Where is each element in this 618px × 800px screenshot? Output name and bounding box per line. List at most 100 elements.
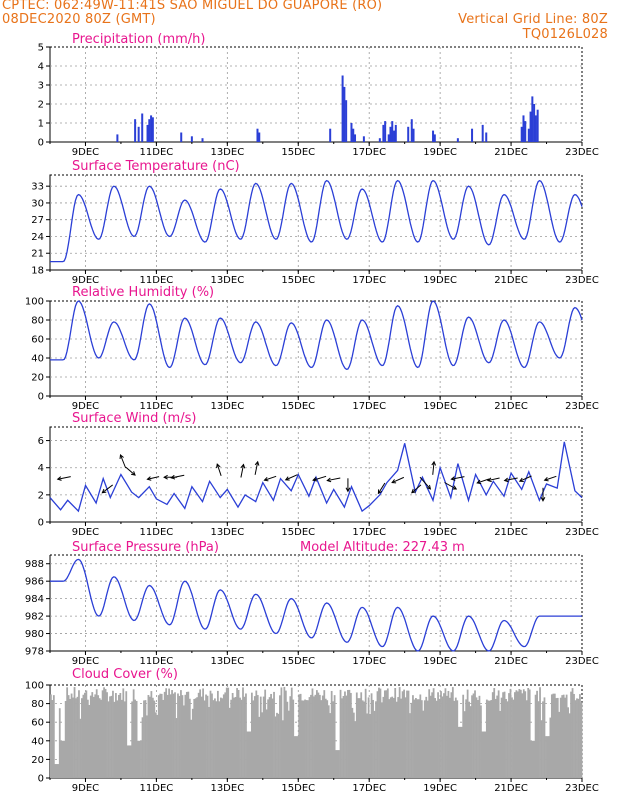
- cloud-bar: [212, 700, 215, 778]
- cloud-bar: [249, 731, 252, 778]
- y-tick-label: 0: [38, 774, 44, 785]
- wind-arrow: [477, 478, 490, 484]
- cloud-bar: [534, 694, 537, 778]
- cloud-bar: [163, 691, 166, 778]
- cloud-bar: [474, 690, 476, 778]
- wind-arrow: [411, 484, 422, 494]
- x-tick-label: 15DEC: [281, 275, 315, 286]
- cloud-bar: [147, 695, 150, 778]
- cloud-bar: [193, 699, 196, 778]
- cloud-bar: [94, 694, 97, 778]
- cloud-bar: [379, 688, 382, 778]
- wind-arrow: [487, 477, 500, 482]
- wind-arrow-head: [119, 454, 124, 460]
- cloud-bar: [262, 696, 265, 778]
- x-tick-label: 21DEC: [494, 401, 528, 412]
- cloud-bar: [301, 700, 303, 778]
- cloud-bar: [117, 694, 120, 778]
- cloud-bar: [256, 695, 259, 778]
- cloud-bar: [57, 764, 60, 778]
- cloud-bar: [441, 696, 444, 778]
- cloud-bar: [459, 726, 462, 778]
- cloud-bar: [400, 698, 403, 778]
- precip-bar: [522, 115, 525, 142]
- x-tick-label: 19DEC: [423, 147, 457, 158]
- cloud-bar: [516, 691, 519, 778]
- cloud-bar: [345, 695, 348, 778]
- panel-frame: [49, 300, 583, 397]
- x-tick-label: 17DEC: [352, 527, 386, 538]
- precip-bar: [471, 128, 474, 142]
- cloud-bar: [283, 686, 286, 778]
- precip-bar: [524, 121, 527, 142]
- wind-arrow-head: [503, 477, 509, 483]
- cloud-bar: [122, 688, 125, 778]
- panel-0: [46, 46, 583, 146]
- x-tick-label: 13DEC: [210, 656, 244, 667]
- cloud-bar: [493, 688, 496, 778]
- y-tick-label: 30: [31, 198, 44, 209]
- cloud-bar: [82, 694, 85, 778]
- cloud-bar: [369, 713, 371, 778]
- precip-bar: [384, 121, 387, 142]
- cloud-bar: [63, 740, 66, 778]
- x-tick-label: 13DEC: [210, 783, 244, 794]
- cloud-bar: [314, 694, 317, 778]
- cloud-bar: [416, 699, 419, 778]
- cloud-bar: [188, 698, 191, 778]
- precip-bar: [201, 138, 204, 142]
- cloud-bar: [571, 688, 574, 778]
- y-tick-label: 20: [31, 373, 44, 384]
- cloud-bar: [573, 693, 575, 778]
- wind-arrow-head: [411, 488, 416, 494]
- wind-arrow-head: [170, 474, 176, 480]
- cloud-bar: [363, 701, 366, 778]
- cloud-bar: [88, 705, 91, 778]
- wind-arrow-head: [131, 471, 136, 476]
- cloud-bar: [364, 688, 367, 778]
- wind-arrow-head: [163, 474, 168, 480]
- precip-bar: [180, 132, 183, 142]
- cloud-bar: [178, 695, 181, 778]
- wind-arrow-head: [312, 477, 318, 482]
- wind-arrow: [264, 475, 277, 481]
- cloud-bar: [512, 699, 515, 778]
- cloud-bar: [397, 697, 400, 778]
- precip-bar: [137, 126, 140, 142]
- cloud-bar: [528, 689, 531, 778]
- cloud-bar: [382, 696, 385, 778]
- cloud-bar: [101, 690, 104, 778]
- cloud-bar: [156, 714, 159, 778]
- cloud-bar: [537, 701, 540, 778]
- x-tick-label: 23DEC: [565, 275, 599, 286]
- cloud-bar: [576, 698, 578, 778]
- y-tick-label: 986: [25, 577, 44, 588]
- wind-arrow-head: [391, 479, 397, 484]
- x-tick-label: 19DEC: [423, 656, 457, 667]
- cloud-bar: [206, 695, 209, 778]
- cloud-bar: [531, 740, 534, 778]
- cloud-bar: [91, 692, 94, 778]
- cloud-bar: [330, 690, 333, 778]
- y-tick-label: 0: [38, 518, 44, 529]
- cloud-bar: [491, 692, 494, 778]
- cloud-bar: [514, 692, 516, 778]
- cloud-bar: [401, 691, 404, 778]
- cloud-bar: [415, 698, 417, 778]
- cloud-bar: [550, 694, 553, 778]
- x-tick-label: 23DEC: [565, 527, 599, 538]
- cloud-bar: [154, 712, 157, 778]
- cloud-bar: [543, 697, 546, 778]
- cloud-bar: [255, 690, 258, 778]
- precip-bar: [150, 115, 153, 142]
- wind-arrow: [504, 477, 518, 482]
- y-tick-label: 40: [31, 736, 44, 747]
- cloud-bar: [310, 694, 312, 778]
- cloud-bar: [215, 701, 218, 778]
- y-tick-label: 40: [31, 354, 44, 365]
- cloud-bar: [565, 694, 568, 778]
- cloud-bar: [548, 736, 550, 778]
- cloud-bar: [261, 712, 264, 778]
- wind-arrow-head: [345, 487, 351, 493]
- cloud-bar: [153, 700, 156, 778]
